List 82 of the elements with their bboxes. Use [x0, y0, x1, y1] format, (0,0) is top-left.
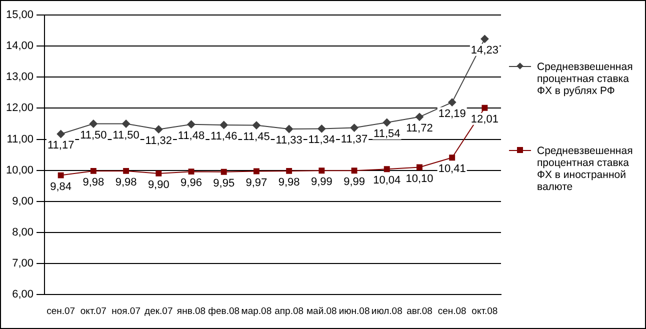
point	[350, 124, 358, 132]
x-tick-label: янв.08	[176, 306, 206, 317]
point	[480, 34, 489, 43]
y-tick-label: 10,00	[6, 164, 34, 176]
point	[449, 154, 456, 161]
data-label: 11,33	[276, 134, 302, 147]
data-label: 9,99	[310, 176, 332, 188]
point	[416, 164, 422, 170]
data-label: 11,50	[112, 129, 140, 142]
y-tick-label: 14,00	[6, 40, 34, 52]
point	[382, 118, 391, 126]
point	[285, 125, 294, 134]
point	[318, 168, 325, 174]
y-tick-label: 11,00	[6, 133, 34, 146]
data-label: 12,01	[470, 113, 498, 126]
x-tick-label: сен.08	[438, 306, 466, 317]
x-tick-label: июн.08	[338, 306, 370, 317]
data-label: 10,04	[373, 174, 401, 187]
x-tick-label: сен.07	[46, 306, 76, 317]
data-label: 11,34	[308, 134, 336, 146]
data-label: 9,97	[246, 176, 268, 189]
data-label: 9,98	[82, 176, 104, 188]
x-tick-label: фев.08	[208, 306, 240, 317]
data-label: 11,72	[406, 122, 433, 134]
data-label: 11,50	[80, 129, 107, 142]
data-label: 9,98	[115, 176, 137, 188]
data-label: 12,19	[438, 108, 466, 120]
data-label: 9,99	[344, 176, 365, 188]
point	[156, 170, 162, 176]
legend-label: Средневзвешенная процентная ставка ФХ в рублях РФ	[537, 61, 634, 97]
point	[122, 120, 130, 128]
data-label: 11,32	[145, 134, 172, 147]
legend-label: Средневзвешенная процентная ставка ФХ в иностранной валюте	[537, 145, 634, 193]
data-label: 10,10	[406, 172, 434, 185]
point	[415, 112, 424, 121]
point	[351, 168, 358, 174]
point	[58, 172, 64, 178]
y-tick-label: 9,00	[12, 195, 34, 208]
point	[318, 124, 326, 133]
point	[56, 130, 65, 138]
point	[253, 168, 260, 174]
data-label: 11,46	[210, 130, 238, 143]
point	[90, 168, 96, 174]
x-tick-label: дек.07	[144, 306, 173, 317]
y-tick-label: 7,00	[12, 258, 34, 270]
y-tick-label: 6,00	[12, 288, 34, 301]
x-tick-label: июл.08	[371, 306, 402, 317]
point	[384, 166, 390, 172]
point	[187, 120, 196, 128]
x-tick-label: окт.08	[472, 306, 498, 317]
data-label: 11,54	[374, 128, 400, 140]
point	[220, 168, 227, 175]
x-tick-label: мар.08	[241, 306, 272, 317]
data-label: 11,17	[47, 140, 74, 152]
data-label: 11,37	[340, 133, 368, 146]
point	[154, 125, 163, 134]
data-label: 9,98	[278, 176, 300, 188]
data-label: 9,90	[148, 178, 170, 191]
point	[220, 120, 228, 129]
y-tick-label: 15,00	[6, 9, 34, 22]
data-label: 11,48	[178, 130, 205, 142]
x-tick-label: апр.08	[274, 306, 304, 317]
point	[286, 168, 292, 174]
data-label: 14,23	[470, 44, 498, 56]
y-tick-label: 8,00	[12, 226, 34, 238]
data-label: 10,41	[438, 163, 466, 176]
point	[252, 121, 260, 130]
data-label: 9,84	[50, 180, 72, 193]
x-tick-label: ноя.07	[112, 306, 140, 317]
point	[482, 104, 488, 111]
data-label: 11,45	[243, 130, 270, 143]
y-tick-label: 12,00	[6, 102, 34, 114]
y-tick-label: 13,00	[6, 71, 34, 84]
x-tick-label: авг.08	[406, 306, 432, 317]
data-label: 9,95	[213, 177, 235, 190]
data-label: 9,96	[180, 177, 202, 190]
point	[89, 120, 98, 128]
point	[448, 98, 456, 106]
x-tick-label: окт.07	[80, 306, 106, 317]
x-tick-label: май.08	[306, 306, 337, 317]
point	[188, 168, 194, 175]
point	[123, 168, 130, 174]
